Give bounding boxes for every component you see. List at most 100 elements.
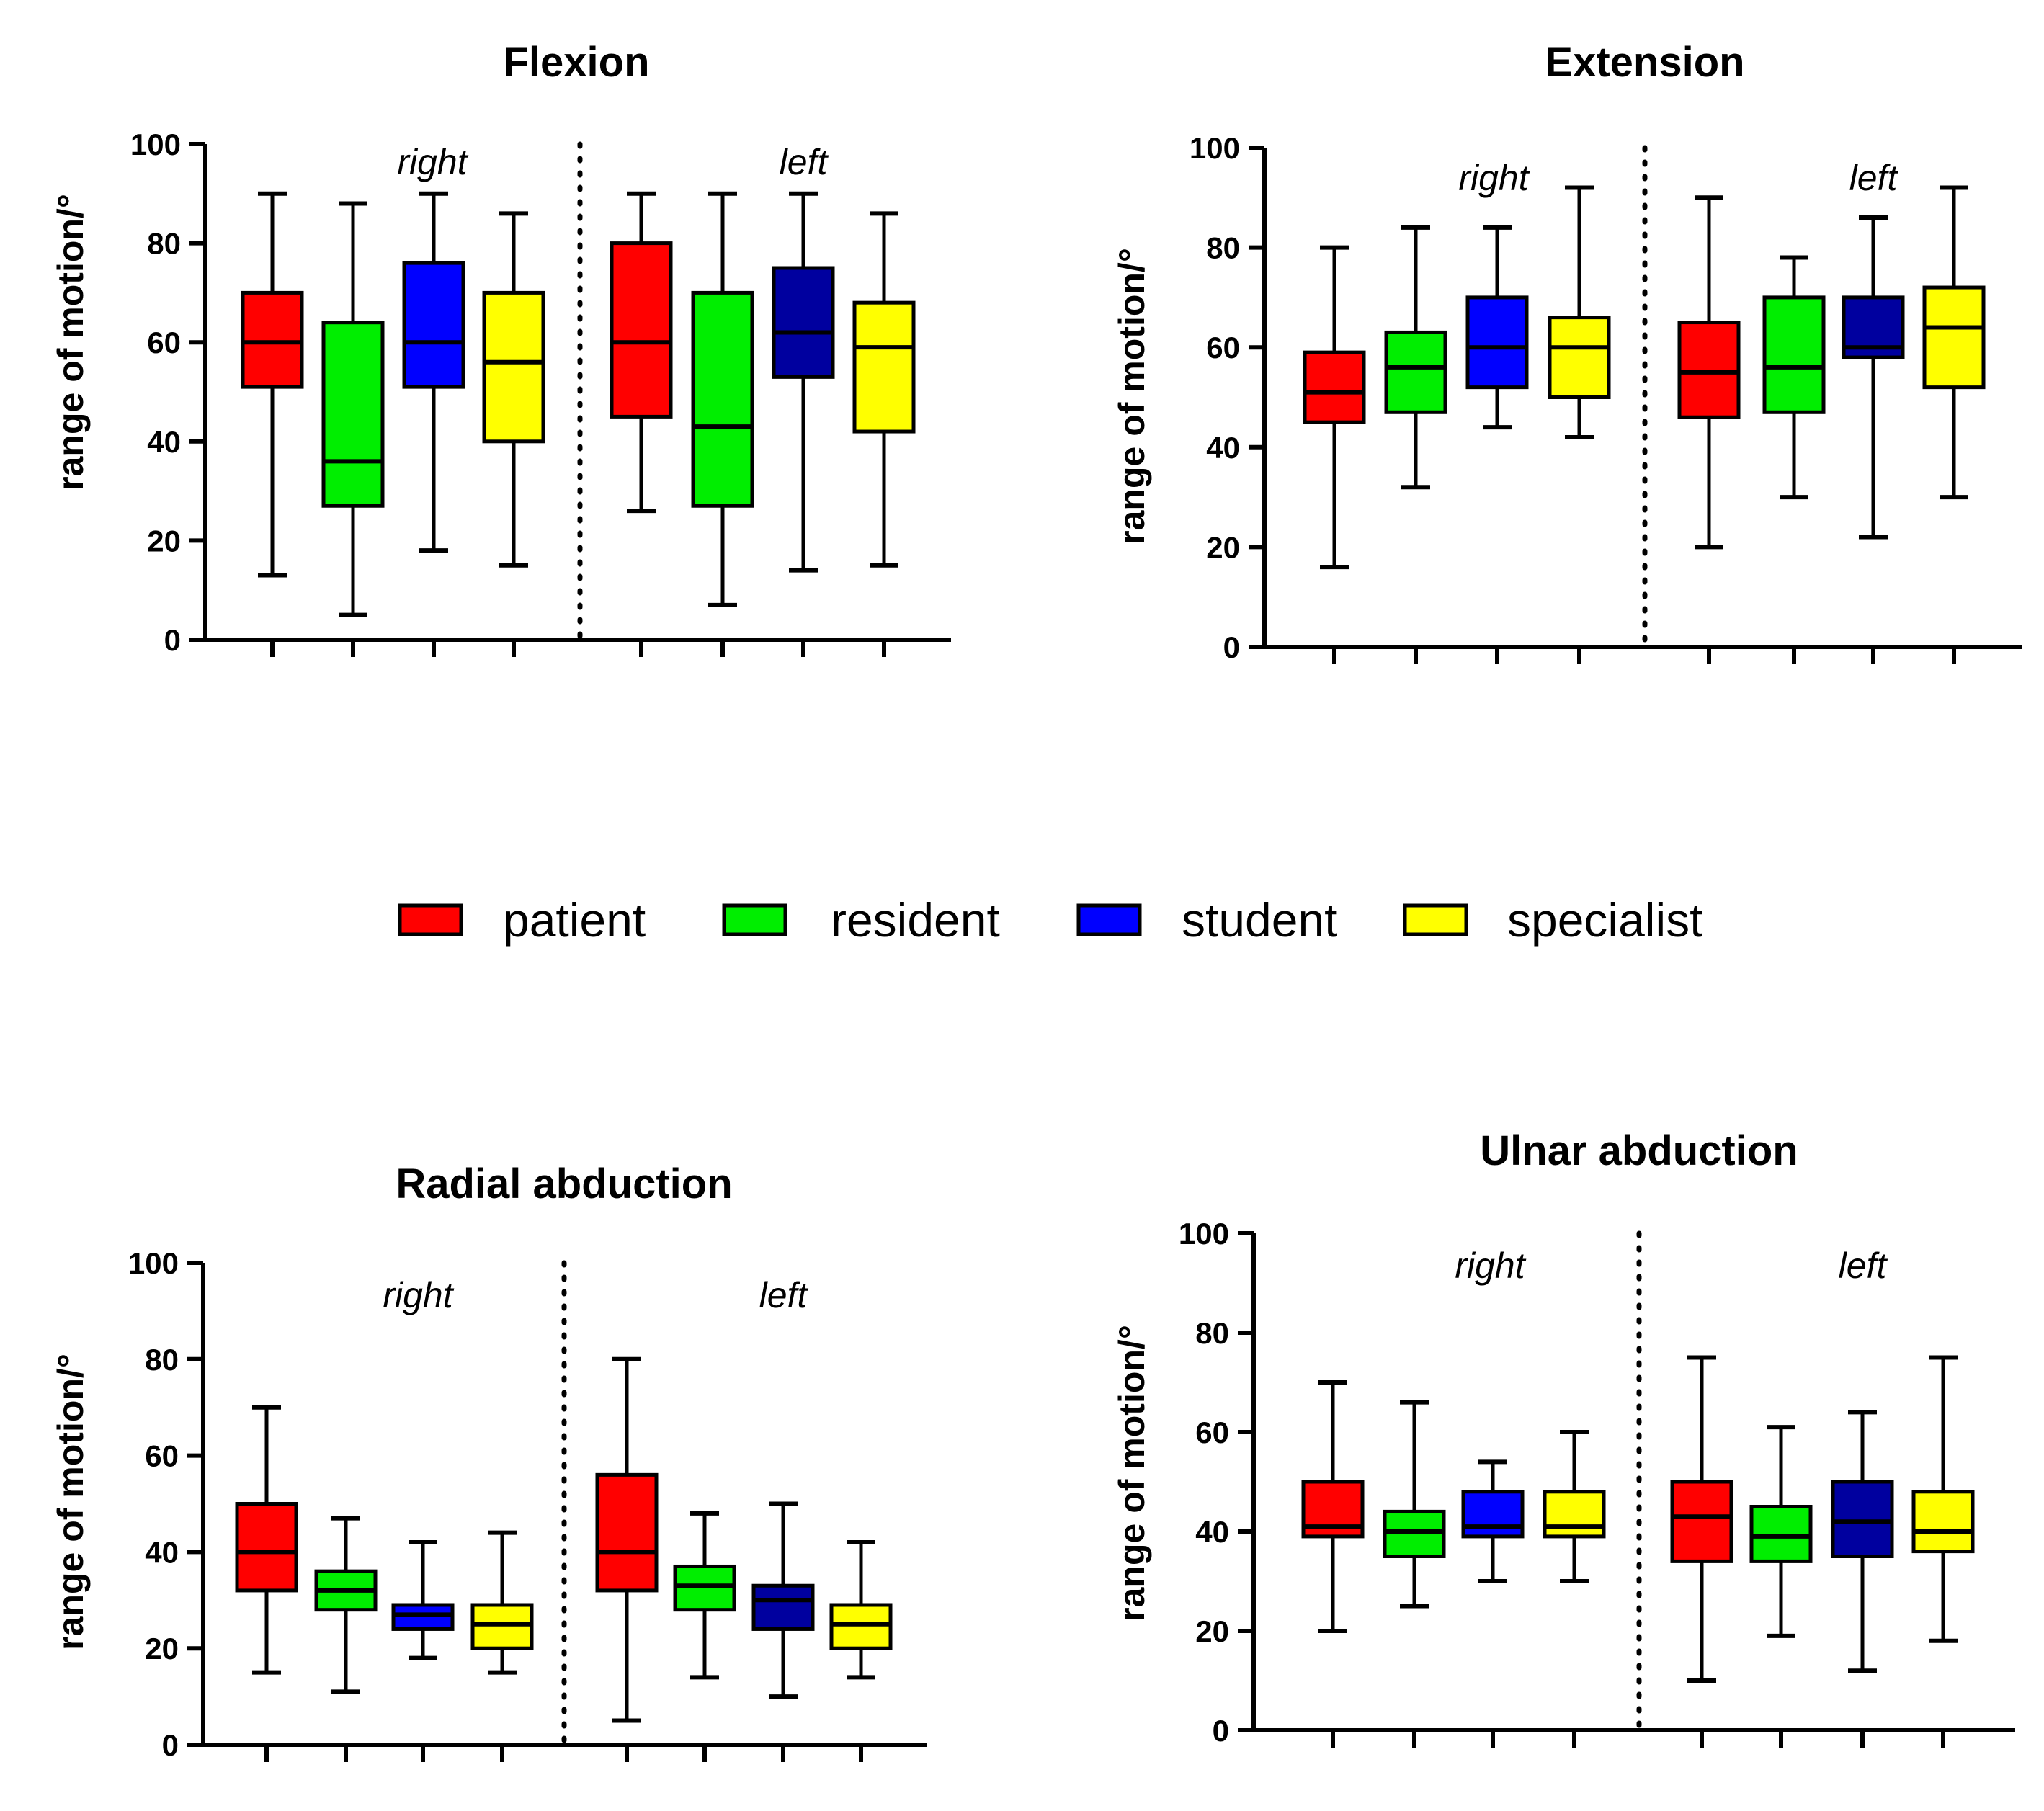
box-iqr xyxy=(1461,1490,1525,1539)
group-label-right: right xyxy=(397,142,468,182)
box-iqr xyxy=(829,1603,893,1650)
chart-panels: Flexion range of motion/° 0 20 40 60 80 100 righ… xyxy=(50,39,2022,1762)
y-tick-label: 20 xyxy=(145,1632,179,1665)
box-iqr xyxy=(1677,321,1741,419)
group-label-right: right xyxy=(1458,158,1530,198)
box-iqr xyxy=(391,1603,455,1631)
legend-label: resident xyxy=(831,893,1000,947)
box-iqr xyxy=(1762,295,1826,414)
y-tick-label: 100 xyxy=(130,128,181,161)
box-right-student xyxy=(402,191,465,657)
chart-panel: Flexion range of motion/° 0 20 40 60 80 100 righ… xyxy=(50,39,951,657)
box-right-specialist xyxy=(482,211,545,657)
y-tick-label: 0 xyxy=(1223,630,1240,664)
box-right-patient xyxy=(1303,245,1366,664)
box-left-resident xyxy=(1749,1425,1813,1748)
legend-swatch xyxy=(722,903,787,936)
box-iqr xyxy=(1670,1480,1733,1563)
box-left-resident xyxy=(673,1511,736,1762)
box-iqr xyxy=(1922,285,1986,390)
y-tick-label: 40 xyxy=(1195,1515,1229,1549)
box-iqr xyxy=(470,1603,534,1650)
box-right-specialist xyxy=(470,1530,534,1762)
box-right-specialist xyxy=(1543,1430,1606,1748)
y-tick-label: 0 xyxy=(162,1728,179,1762)
y-tick-label: 100 xyxy=(1179,1217,1229,1251)
y-tick-label: 20 xyxy=(147,524,181,558)
y-tick-label: 20 xyxy=(1206,530,1240,564)
box-left-patient xyxy=(1670,1355,1733,1748)
box-left-student xyxy=(772,191,835,657)
chart-title: Flexion xyxy=(503,39,649,86)
y-tick-label: 80 xyxy=(145,1343,179,1377)
y-tick-label: 80 xyxy=(1206,231,1240,265)
box-iqr xyxy=(1911,1490,1975,1554)
y-tick-label: 80 xyxy=(1195,1316,1229,1350)
group-label-right: right xyxy=(1455,1246,1526,1286)
box-right-student xyxy=(391,1540,455,1762)
box-iqr xyxy=(1543,1490,1606,1539)
box-right-specialist xyxy=(1548,185,1611,664)
box-left-specialist xyxy=(852,211,916,657)
chart-panel: Ulnar abduction range of motion/° 0 20 40 60 8… xyxy=(1112,1127,2015,1748)
box-left-student xyxy=(751,1501,815,1762)
box-iqr xyxy=(1303,350,1366,424)
y-tick-label: 80 xyxy=(147,227,181,261)
y-tick-label: 100 xyxy=(1190,131,1240,165)
y-tick-label: 40 xyxy=(147,425,181,459)
box-iqr xyxy=(595,1472,659,1593)
legend-label: patient xyxy=(503,893,646,947)
box-right-patient xyxy=(241,191,304,657)
chart-panel: Radial abduction range of motion/° 0 20 40 60… xyxy=(50,1161,927,1762)
y-tick-label: 100 xyxy=(128,1246,179,1280)
group-label-left: left xyxy=(780,142,829,182)
box-iqr xyxy=(482,290,545,444)
box-iqr xyxy=(1383,1509,1446,1558)
group-label-right: right xyxy=(383,1275,454,1315)
y-tick-label: 0 xyxy=(1213,1714,1229,1748)
y-tick-label: 60 xyxy=(1195,1416,1229,1449)
chart-title: Ulnar abduction xyxy=(1480,1127,1798,1174)
y-tick-label: 20 xyxy=(1195,1614,1229,1648)
y-axis-label: range of motion/° xyxy=(50,1354,91,1650)
box-right-patient xyxy=(235,1405,298,1762)
y-tick-label: 40 xyxy=(145,1535,179,1569)
legend: patient resident student specialist xyxy=(398,893,1702,947)
legend-item-specialist: specialist xyxy=(1403,893,1702,947)
box-iqr xyxy=(751,1583,815,1631)
legend-swatch xyxy=(1076,903,1142,936)
group-label-left: left xyxy=(759,1275,809,1315)
box-iqr xyxy=(1384,330,1447,414)
y-axis-label: range of motion/° xyxy=(50,194,91,491)
legend-item-student: student xyxy=(1076,893,1338,947)
chart-panel: Extension range of motion/° 0 20 40 60 80 100 ri… xyxy=(1112,39,2022,664)
y-axis-label: range of motion/° xyxy=(1112,248,1152,545)
y-axis-label: range of motion/° xyxy=(1112,1325,1152,1622)
box-left-student xyxy=(1842,215,1905,664)
box-iqr xyxy=(1548,316,1611,399)
box-left-patient xyxy=(1677,195,1741,664)
y-tick-label: 60 xyxy=(147,326,181,359)
box-right-resident xyxy=(1384,225,1447,664)
box-iqr xyxy=(321,321,385,508)
box-left-resident xyxy=(691,191,754,657)
box-iqr xyxy=(610,241,673,419)
box-iqr xyxy=(235,1502,298,1593)
box-iqr xyxy=(772,266,835,379)
box-left-specialist xyxy=(1922,185,1986,664)
group-label-left: left xyxy=(1839,1246,1888,1286)
box-right-resident xyxy=(321,201,385,657)
box-right-student xyxy=(1461,1459,1525,1748)
box-left-student xyxy=(1831,1410,1894,1748)
chart-title: Extension xyxy=(1545,39,1744,86)
legend-swatch xyxy=(1403,903,1468,936)
box-iqr xyxy=(402,261,465,389)
legend-swatch xyxy=(398,903,463,936)
y-tick-label: 60 xyxy=(145,1439,179,1473)
box-iqr xyxy=(1831,1480,1894,1558)
box-right-resident xyxy=(1383,1400,1446,1748)
box-right-patient xyxy=(1301,1380,1365,1748)
box-left-resident xyxy=(1762,255,1826,664)
legend-label: specialist xyxy=(1507,893,1702,947)
